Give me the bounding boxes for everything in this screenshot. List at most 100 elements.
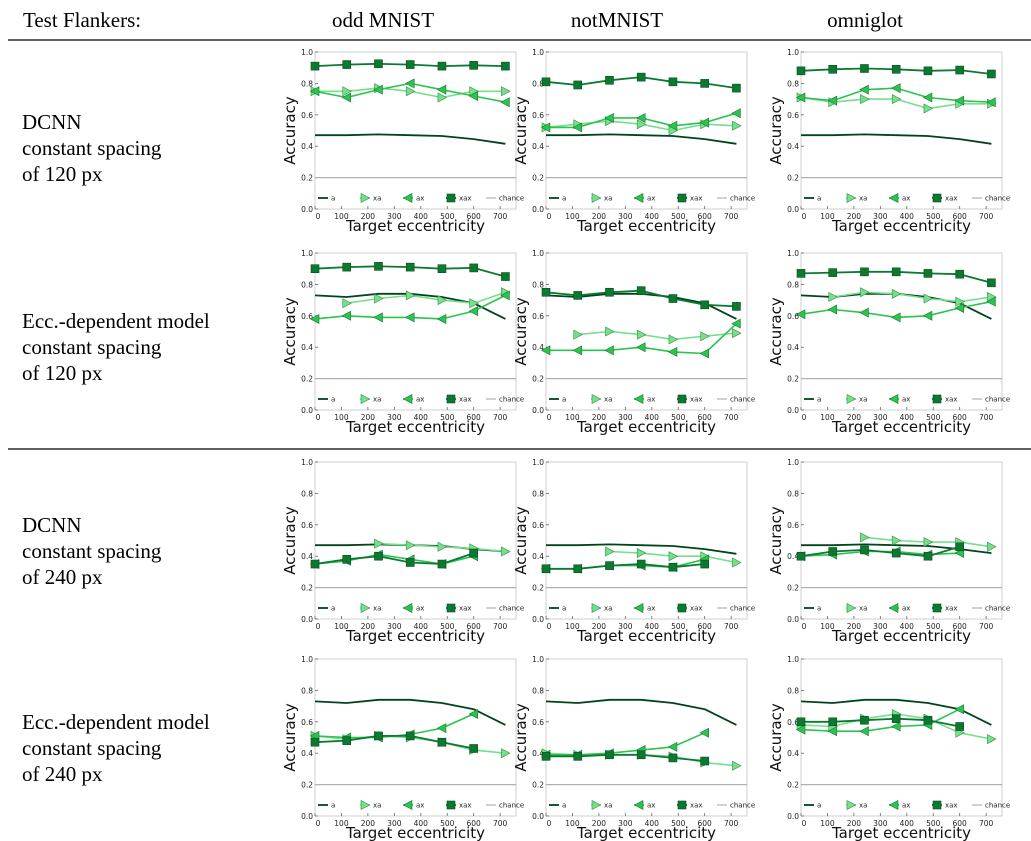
series-line-ax — [800, 708, 961, 733]
x-tick-label: 600 — [467, 819, 482, 828]
point-xax — [541, 77, 551, 87]
row-labels: DCNN constant spacing of 120 px Ecc.-dep… — [22, 110, 210, 786]
legend-label-xa: xa — [859, 605, 867, 613]
y-axis-label: Accuracy — [281, 506, 299, 575]
legend-label-xa: xa — [373, 802, 381, 810]
legend-label-ax: ax — [902, 195, 910, 203]
row-4-label-line-3: of 240 px — [22, 762, 103, 786]
point-xa — [437, 92, 448, 103]
point-xax — [342, 736, 352, 745]
point-ax — [436, 84, 447, 95]
row-4-label-line-1: Ecc.-dependent model — [22, 710, 210, 734]
x-tick-label: 400 — [645, 819, 660, 828]
y-tick-label: 0.6 — [301, 111, 313, 120]
point-xax — [342, 60, 352, 69]
point-xax — [437, 264, 447, 274]
x-tick-label: 100 — [565, 212, 580, 221]
y-tick-label: 0.8 — [532, 79, 544, 88]
y-tick-label: 0.0 — [787, 812, 799, 821]
x-tick-label: 200 — [592, 622, 607, 631]
point-ax — [699, 117, 709, 128]
legend-label-a: a — [817, 605, 821, 613]
x-tick-label: 300 — [618, 413, 633, 422]
y-axis-label: Accuracy — [281, 96, 299, 165]
chart-r1c2: 0.0 0.2 0.4 0.6 0.8 1.0 0 100 200 300 400 500 600 700… — [512, 48, 755, 235]
x-tick-label: 700 — [724, 622, 739, 631]
point-xax — [732, 83, 741, 93]
row-header-label: Test Flankers: — [23, 8, 141, 32]
series-line-a — [315, 133, 506, 145]
row-1-label-line-3: of 120 px — [22, 162, 103, 186]
legend-label-a: a — [562, 195, 566, 203]
y-tick-label: 0.0 — [301, 205, 313, 214]
y-tick-label: 0.2 — [787, 174, 799, 183]
legend-label-xa: xa — [604, 802, 612, 810]
x-tick-label: 600 — [467, 622, 482, 631]
legend-marker-ax — [402, 603, 413, 613]
y-axis-label: Accuracy — [512, 297, 530, 366]
point-xax — [891, 64, 901, 74]
point-xax — [987, 278, 996, 288]
point-ax — [699, 727, 709, 738]
y-tick-label: 0.4 — [301, 142, 313, 151]
legend-marker-xa — [360, 193, 371, 203]
legend-marker-xa — [360, 800, 371, 810]
point-xax — [605, 287, 614, 297]
point-xa — [987, 541, 997, 552]
legend-label-xa: xa — [859, 802, 867, 810]
point-ax — [436, 313, 447, 324]
point-xa — [437, 541, 448, 552]
point-xax — [891, 267, 901, 277]
point-xa — [374, 293, 384, 304]
point-xax — [891, 714, 901, 723]
y-tick-label: 0.0 — [301, 615, 313, 624]
point-xax — [469, 548, 478, 558]
legend: a xa ax xax chance — [549, 603, 755, 613]
point-xa — [732, 328, 742, 339]
x-tick-label: 400 — [900, 413, 915, 422]
x-tick-label: 300 — [873, 212, 888, 221]
legend-marker-ax — [402, 394, 413, 404]
point-xa — [860, 94, 870, 105]
row-2-label-line-1: Ecc.-dependent model — [22, 309, 210, 333]
point-ax — [468, 708, 478, 719]
point-xax — [310, 737, 320, 747]
legend: a xa ax xax chance — [804, 800, 1010, 810]
y-tick-label: 1.0 — [301, 249, 313, 258]
point-xax — [405, 558, 415, 567]
y-tick-label: 0.0 — [532, 205, 544, 214]
point-xax — [541, 752, 551, 761]
legend-marker-ax — [402, 193, 413, 203]
x-tick-label: 200 — [592, 212, 607, 221]
point-ax — [540, 122, 551, 133]
point-xa — [437, 295, 448, 306]
legend-marker-xa — [591, 603, 602, 613]
point-xax — [573, 564, 583, 574]
x-tick-label: 100 — [565, 819, 580, 828]
legend-label-xax: xax — [690, 802, 703, 810]
point-ax — [954, 302, 964, 313]
legend-marker-xax — [446, 800, 456, 810]
y-tick-label: 0.8 — [301, 686, 313, 695]
legend-marker-xax — [932, 603, 942, 613]
point-ax — [827, 95, 838, 106]
x-tick-label: 300 — [873, 413, 888, 422]
plot-frame — [545, 461, 748, 620]
x-tick-label: 600 — [698, 622, 713, 631]
legend: a xa ax xax chance — [804, 193, 1010, 203]
x-tick-label: 400 — [900, 819, 915, 828]
y-tick-label: 0.2 — [301, 584, 313, 593]
legend-label-a: a — [817, 195, 821, 203]
y-tick-label: 0.2 — [532, 584, 544, 593]
series-line-xa — [832, 291, 992, 303]
y-tick-label: 0.6 — [532, 521, 544, 530]
point-ax — [731, 318, 741, 329]
x-tick-label: 200 — [361, 622, 376, 631]
point-xax — [796, 269, 806, 278]
x-tick-label: 100 — [820, 622, 835, 631]
legend-marker-ax — [633, 394, 644, 404]
chart-r4c1: 0.0 0.2 0.4 0.6 0.8 1.0 0 100 200 300 400 500 600 700… — [281, 655, 524, 841]
point-xax — [700, 79, 709, 88]
y-axis-label: Accuracy — [512, 703, 530, 772]
